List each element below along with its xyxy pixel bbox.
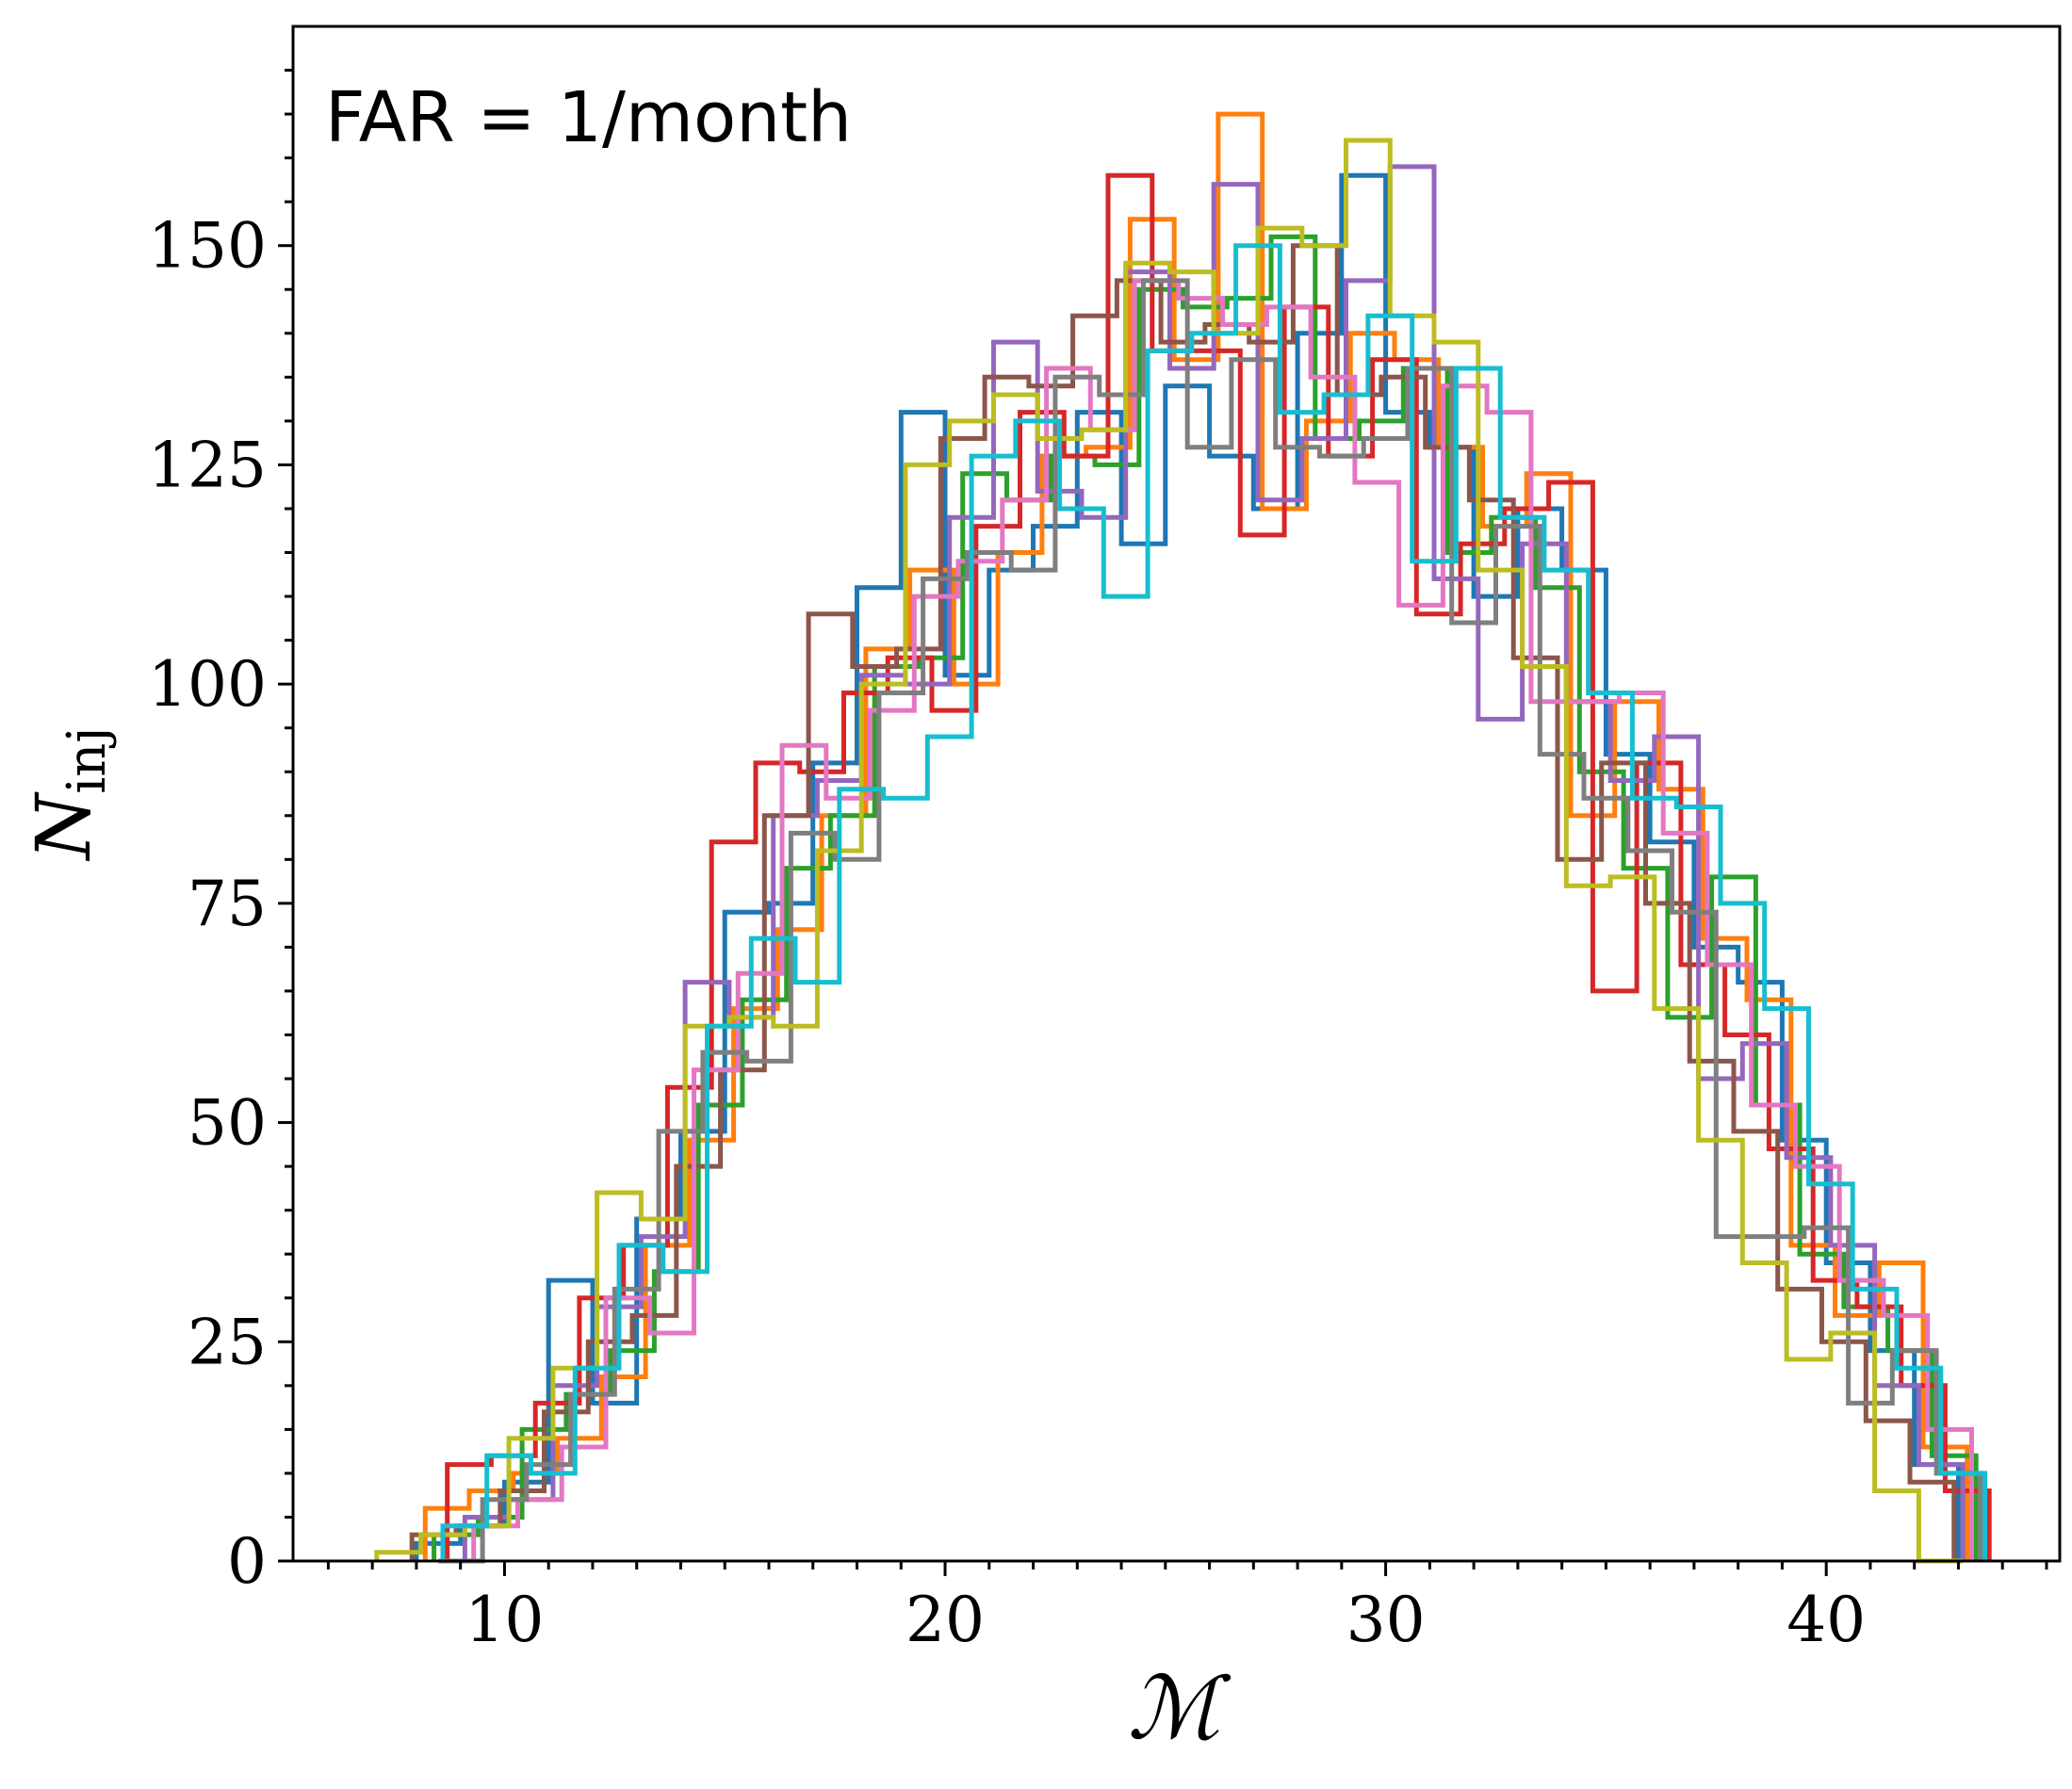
svg-text:Ninj: Ninj	[20, 726, 118, 861]
y-tick-label: 75	[188, 868, 267, 940]
y-tick-label: 50	[188, 1087, 267, 1160]
ticks-layer: 10 20 30 40 0 25 50 75 100 125 150	[148, 69, 2048, 1656]
y-axis-label-main: N	[20, 791, 107, 862]
x-tick-label: 30	[1346, 1584, 1426, 1656]
y-axis-label-sub: inj	[57, 726, 118, 793]
histogram-series-10	[440, 243, 1987, 1561]
x-tick-label: 10	[465, 1584, 544, 1656]
y-tick-label: 25	[188, 1306, 267, 1378]
x-axis-label: ℳ	[1128, 1658, 1232, 1759]
y-tick-label: 0	[227, 1525, 267, 1598]
histogram-series-4	[445, 172, 1992, 1561]
y-tick-label: 100	[148, 648, 267, 721]
histogram-series-8	[438, 278, 1983, 1564]
x-tick-label: 40	[1786, 1584, 1866, 1656]
x-tick-label: 20	[905, 1584, 985, 1656]
y-tick-label: 125	[148, 429, 267, 501]
y-axis-label: Ninj	[20, 726, 118, 861]
histogram-series-9	[374, 138, 1964, 1564]
series-layer	[374, 111, 1992, 1564]
plot-frame	[291, 24, 2062, 1563]
histogram-series-3	[432, 234, 1979, 1561]
histogram-series-5	[462, 164, 1966, 1561]
histogram-series-7	[471, 278, 1974, 1561]
y-tick-label: 150	[148, 210, 267, 283]
annotation-far: FAR = 1/month	[325, 77, 852, 158]
